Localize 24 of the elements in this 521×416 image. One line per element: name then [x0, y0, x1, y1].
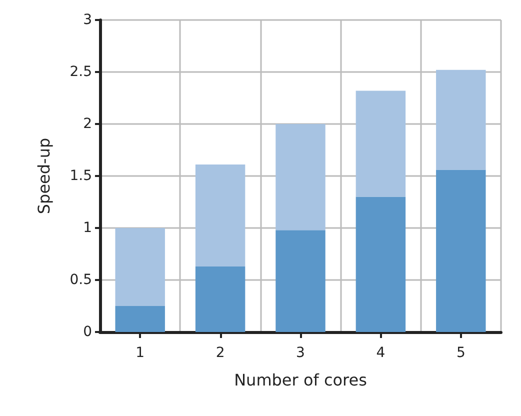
y-axis-title: Speed-up — [34, 138, 54, 214]
bar — [115, 306, 165, 332]
x-tick-label: 5 — [456, 345, 466, 361]
y-tick-label: 2.5 — [70, 64, 92, 80]
bar — [356, 90, 406, 197]
bar — [436, 70, 486, 170]
bar — [356, 196, 406, 332]
x-axis-title: Number of cores — [234, 370, 367, 390]
bar — [195, 164, 246, 266]
y-tick-label: 0.5 — [70, 272, 92, 288]
bar — [436, 170, 486, 332]
y-tick-label: 0 — [83, 324, 92, 340]
y-tick-label: 1 — [83, 220, 92, 236]
y-tick-label: 1.5 — [70, 168, 92, 184]
bar — [276, 124, 326, 230]
x-tick-label: 1 — [136, 345, 145, 361]
x-tick-label: 4 — [376, 345, 386, 361]
x-tick-label: 2 — [216, 345, 225, 361]
bar — [195, 266, 246, 332]
x-tick-label: 3 — [296, 345, 305, 361]
bar — [276, 230, 326, 332]
y-tick-label: 3 — [83, 12, 92, 28]
y-tick-label: 2 — [83, 116, 92, 132]
bar — [115, 228, 165, 306]
